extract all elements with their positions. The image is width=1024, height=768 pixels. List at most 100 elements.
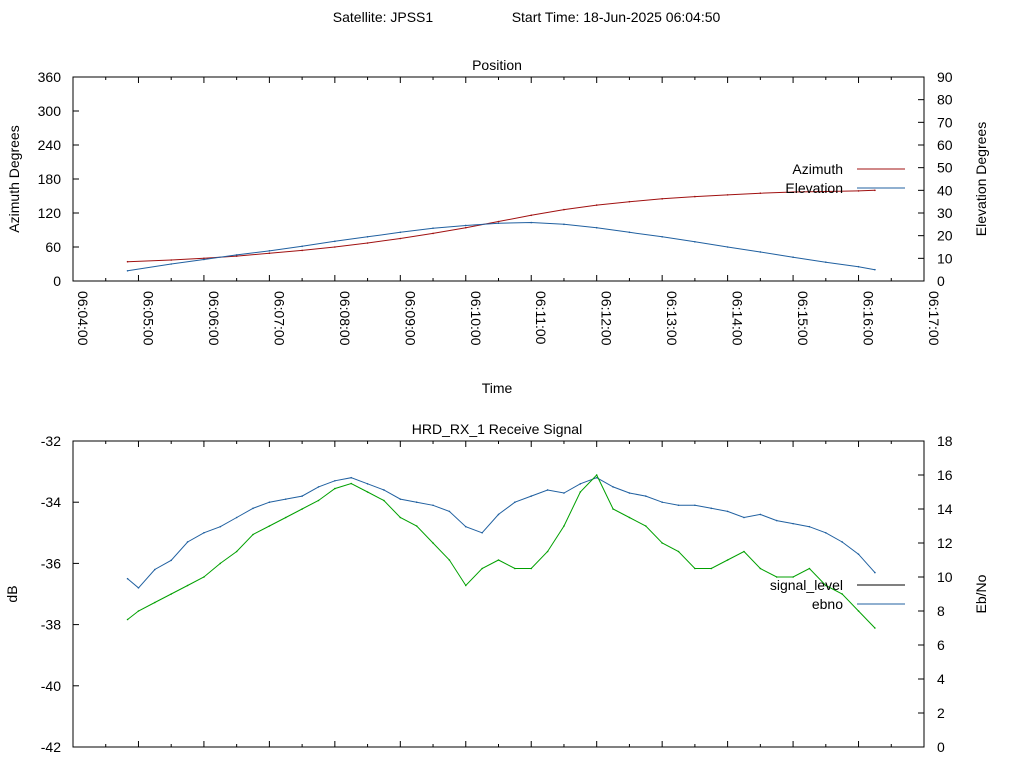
data-point-azimuth [628, 200, 631, 203]
data-point-ebno [792, 576, 794, 578]
data-point-ebno [546, 550, 549, 553]
data-point-ebno [170, 593, 172, 595]
data-point-ebno [874, 627, 876, 629]
y2-tick-label: 40 [937, 182, 953, 198]
data-point-azimuth [432, 232, 434, 235]
data-point-signal-level [841, 541, 843, 543]
data-point-elevation [792, 256, 794, 259]
data-point-signal-level [726, 510, 729, 513]
y-tick-label: -32 [41, 433, 61, 449]
data-point-ebno [579, 491, 582, 493]
y-tick-label: -34 [41, 494, 61, 510]
data-point-signal-level [563, 492, 565, 494]
data-point-elevation [694, 240, 696, 243]
data-point-azimuth [268, 252, 271, 255]
data-point-ebno [644, 525, 647, 527]
data-point-signal-level [415, 501, 418, 504]
y-tick-label: -36 [41, 555, 61, 571]
data-point-ebno [137, 610, 140, 612]
data-point-ebno [399, 516, 402, 519]
data-point-elevation [628, 231, 631, 234]
data-point-elevation [170, 263, 172, 265]
y-tick-label: 120 [38, 205, 62, 221]
x-tick-label: 06:09:00 [402, 291, 418, 346]
position-legend: Azimuth Elevation [785, 161, 905, 196]
legend-label-elevation: Elevation [785, 180, 843, 196]
y2-tick-label: 50 [937, 160, 953, 176]
data-point-ebno [628, 516, 631, 519]
x-tick-label: 06:05:00 [140, 291, 156, 346]
data-point-ebno [497, 559, 500, 561]
data-point-azimuth [497, 220, 500, 223]
x-tick-label: 06:16:00 [861, 291, 877, 346]
data-point-signal-level [546, 489, 549, 491]
data-point-ebno [252, 533, 254, 536]
data-point-ebno [726, 559, 729, 561]
y-tick-label: -40 [41, 678, 61, 694]
position-series [126, 189, 876, 272]
data-point-ebno [743, 550, 745, 553]
data-point-signal-level [235, 516, 238, 519]
legend-label-azimuth: Azimuth [792, 161, 843, 177]
data-point-signal-level [203, 532, 205, 534]
y2-tick-label: 4 [937, 671, 945, 687]
data-point-azimuth [726, 194, 729, 196]
position-chart-title: Position [472, 57, 522, 73]
data-point-ebno [219, 562, 222, 565]
data-point-signal-level [126, 577, 129, 580]
data-point-azimuth [126, 260, 129, 263]
legend-label-signal-level: signal_level [770, 577, 843, 593]
data-point-signal-level [284, 498, 287, 500]
data-point-signal-level [170, 559, 172, 562]
data-point-ebno [186, 584, 189, 587]
data-point-ebno [595, 474, 598, 476]
receive-signal-chart: HRD_RX_1 Receive Signal dB Eb/No -42-40-… [4, 421, 989, 755]
receive-signal-y2-axis-label: Eb/No [973, 574, 989, 613]
data-point-elevation [661, 236, 663, 238]
data-point-signal-level [432, 504, 434, 507]
data-point-ebno [432, 542, 434, 544]
data-point-azimuth [857, 190, 860, 192]
y2-tick-label: 30 [937, 205, 953, 221]
data-point-ebno [415, 525, 418, 527]
y2-tick-label: 20 [937, 228, 953, 244]
data-point-signal-level [154, 568, 156, 571]
data-point-signal-level [644, 495, 647, 497]
y2-tick-label: 8 [937, 603, 945, 619]
data-point-signal-level [579, 483, 582, 485]
receive-signal-plot-frame [72, 440, 925, 748]
y-tick-label: 180 [38, 171, 62, 187]
data-point-ebno [334, 487, 336, 490]
data-point-ebno [857, 610, 860, 612]
data-point-signal-level [186, 541, 189, 543]
receive-signal-ticks: -42 -40 -38 -36 -34 -32 0 2 4 6 8 10 12 14 16 18 [41, 433, 953, 755]
data-point-azimuth [170, 259, 172, 261]
data-point-azimuth [874, 189, 876, 192]
data-point-signal-level [808, 525, 811, 528]
data-point-elevation [530, 221, 533, 224]
data-point-signal-level [334, 479, 336, 482]
data-point-signal-level [743, 516, 745, 519]
data-point-signal-level [350, 476, 353, 479]
y2-tick-label: 16 [937, 467, 953, 483]
y2-tick-label: 60 [937, 137, 953, 153]
data-point-ebno [317, 499, 320, 502]
data-point-elevation [595, 226, 598, 229]
data-point-signal-level [301, 495, 303, 497]
data-point-ebno [203, 576, 205, 578]
data-point-azimuth [399, 237, 402, 240]
data-point-ebno [284, 516, 287, 519]
data-point-ebno [612, 508, 614, 510]
y2-tick-label: 14 [937, 501, 953, 517]
data-point-ebno [464, 584, 467, 587]
data-point-signal-level [759, 513, 762, 516]
data-point-signal-level [514, 501, 516, 504]
data-point-elevation [399, 231, 402, 234]
x-tick-label: 06:06:00 [206, 291, 222, 346]
y-tick-label: -38 [41, 617, 61, 633]
y-tick-label: 240 [38, 137, 62, 153]
data-point-signal-level [317, 486, 320, 488]
data-point-elevation [334, 240, 336, 243]
